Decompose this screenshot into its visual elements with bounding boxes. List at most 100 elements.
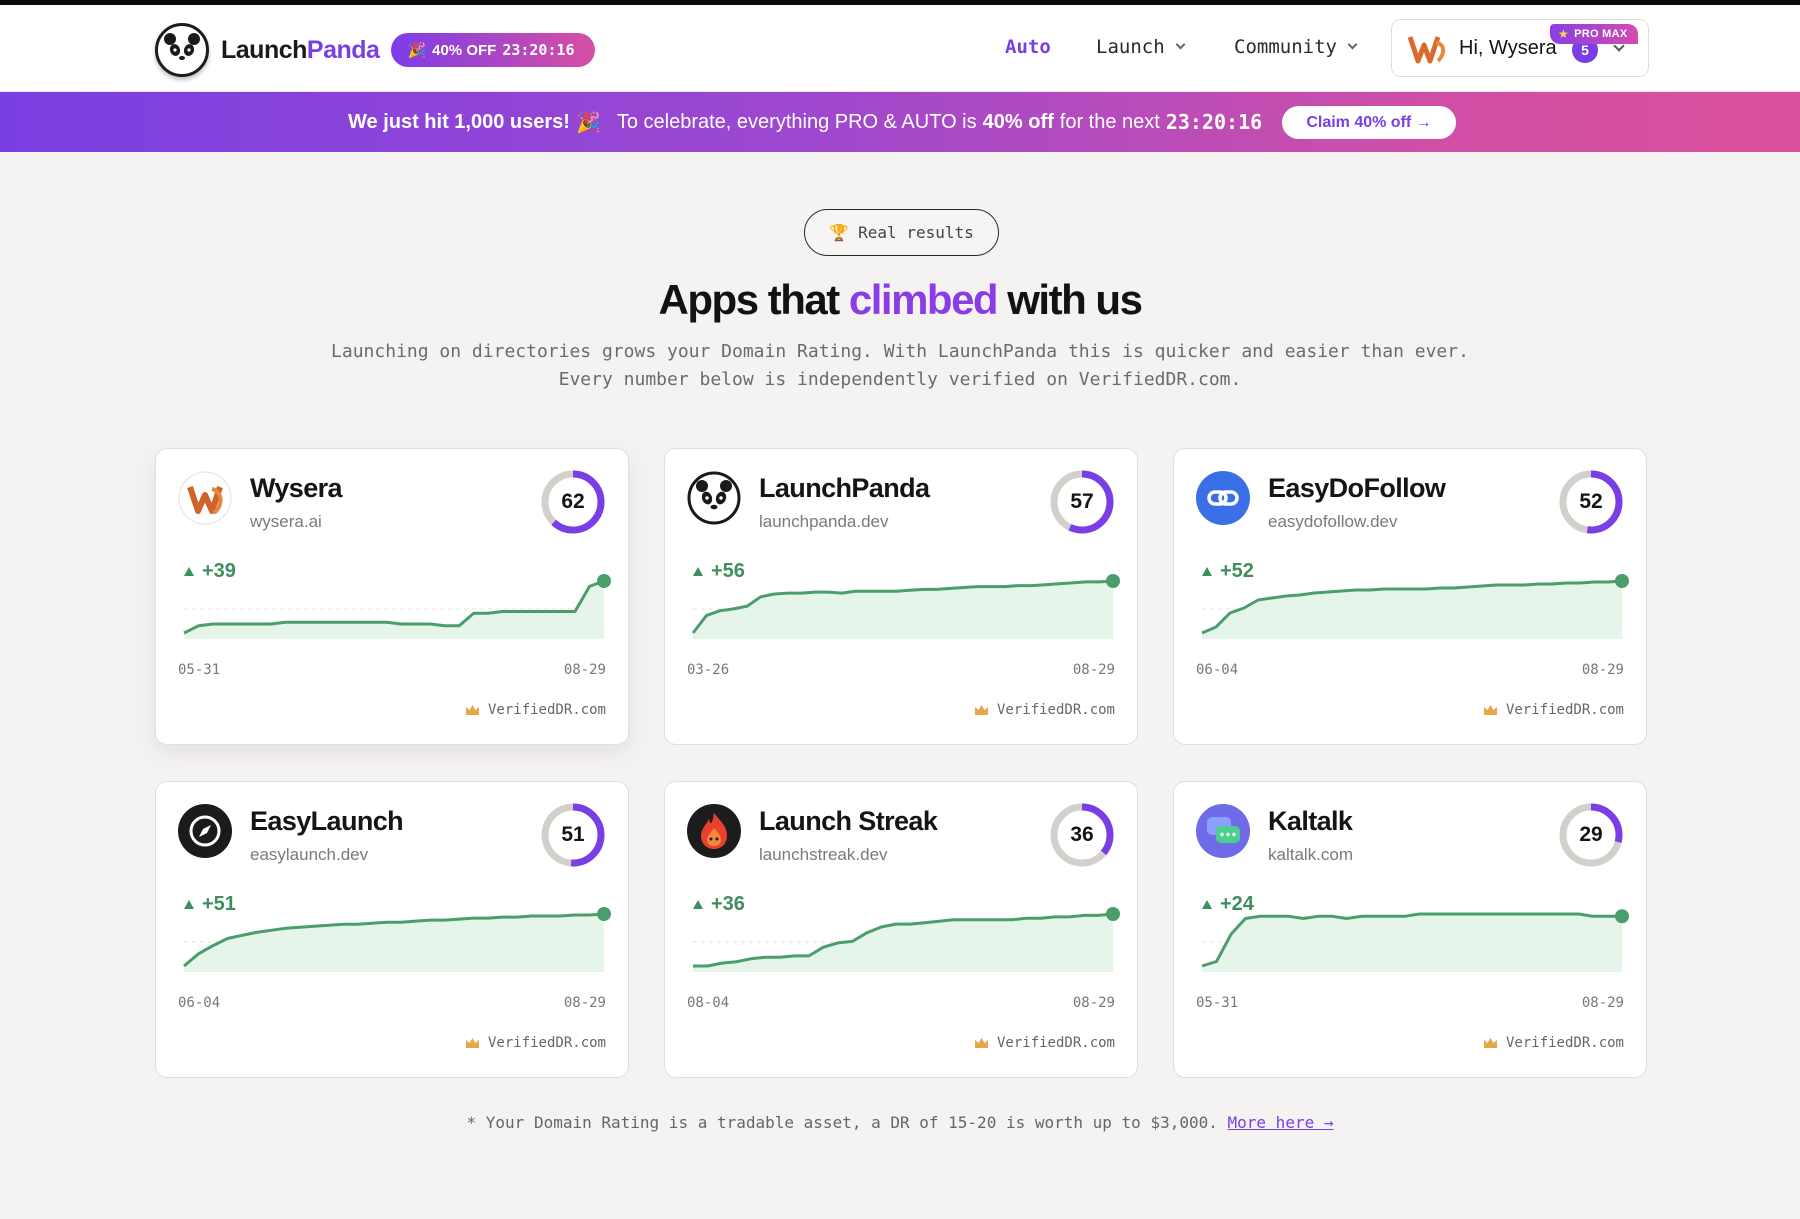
link-logo-icon (1196, 471, 1250, 525)
dr-gain-value: +39 (202, 560, 236, 582)
sparkline-end-point (597, 574, 611, 588)
verified-label: VerifiedDR.com (1505, 1035, 1624, 1051)
chevron-down-icon (1175, 39, 1186, 50)
verified-link[interactable]: VerifiedDR.com (465, 1035, 606, 1051)
app-card[interactable]: Wysera wysera.ai 62 +39 05-31 08-29 VerifiedDR… (155, 448, 629, 745)
panda-logo-icon (687, 471, 741, 525)
verified-label: VerifiedDR.com (996, 702, 1115, 718)
nav-auto[interactable]: Auto (1005, 36, 1051, 58)
dr-gain: +24 (1202, 893, 1254, 916)
sparkline-line (691, 579, 1114, 634)
app-domain[interactable]: kaltalk.com (1268, 845, 1354, 864)
section-subtitle-1: Launching on directories grows your Doma… (331, 341, 1469, 362)
start-date: 06-04 (178, 995, 221, 1011)
nav-community[interactable]: Community (1234, 36, 1358, 58)
arrow-up-icon (693, 567, 703, 576)
dr-sparkline (1201, 909, 1629, 972)
start-date: 08-04 (687, 995, 730, 1011)
domain-rating-ring (1559, 803, 1623, 867)
arrow-up-icon (693, 900, 703, 909)
app-card[interactable]: Launch Streak launchstreak.dev 36 +36 08-04 0… (664, 781, 1138, 1078)
deal-timer: 23:20:16 (502, 41, 575, 59)
app-name: Launch Streak (759, 806, 938, 836)
deal-badge[interactable]: 🎉 40% OFF 23:20:16 (391, 33, 595, 67)
app-card[interactable]: EasyDoFollow easydofollow.dev 52 +52 06-04 08… (1173, 448, 1647, 745)
app-card[interactable]: LaunchPanda launchpanda.dev 57 +56 03-26 08-2… (664, 448, 1138, 745)
sparkline-end-point (1615, 909, 1629, 924)
claim-discount-label: Claim 40% off → (1306, 113, 1432, 131)
domain-rating-ring (1559, 470, 1623, 534)
real-results-pill: 🏆 Real results (804, 209, 999, 256)
start-date: 05-31 (178, 662, 221, 678)
domain-rating-ring (541, 803, 605, 867)
domain-rating-ring (1050, 803, 1114, 867)
dr-gain: +39 (184, 560, 236, 583)
chat-logo-icon (1196, 804, 1250, 858)
dr-sparkline (693, 907, 1120, 972)
brand-prefix: Launch (221, 35, 307, 64)
domain-rating-ring (1050, 470, 1114, 534)
star-icon: ★ (1558, 27, 1570, 41)
app-domain[interactable]: wysera.ai (250, 512, 322, 531)
app-card[interactable]: EasyLaunch easylaunch.dev 51 +51 06-04 08-29 V… (155, 781, 629, 1078)
start-date: 03-26 (687, 662, 730, 678)
nav-launch[interactable]: Launch (1096, 36, 1186, 58)
wysera-logo-icon (178, 471, 232, 525)
app-domain[interactable]: easylaunch.dev (250, 845, 369, 864)
brand-suffix: Panda (306, 35, 380, 64)
plan-badge-label: PRO MAX (1574, 28, 1628, 40)
brand-name: LaunchPanda (221, 35, 380, 65)
end-date: 08-29 (1581, 662, 1624, 678)
app-domain[interactable]: easydofollow.dev (1268, 512, 1398, 531)
sparkline-area (1202, 914, 1622, 972)
sparkline-end-point (1106, 907, 1120, 921)
verified-link[interactable]: VerifiedDR.com (465, 702, 606, 718)
verified-link[interactable]: VerifiedDR.com (974, 1035, 1115, 1051)
verified-link[interactable]: VerifiedDR.com (1483, 702, 1624, 718)
dr-gain: +51 (184, 893, 236, 916)
more-here-link[interactable]: More here → (1227, 1113, 1334, 1132)
deal-label: 40% OFF (432, 41, 497, 59)
footnote-text: * Your Domain Rating is a tradable asset… (466, 1113, 1218, 1132)
dr-gain-value: +51 (202, 893, 236, 915)
logo-link[interactable]: LaunchPanda 🎉 40% OFF 23:20:16 (155, 23, 595, 77)
crown-icon (1483, 705, 1497, 715)
app-name: Kaltalk (1268, 806, 1353, 836)
chevron-down-icon (1347, 39, 1358, 50)
dr-gain: +36 (693, 893, 745, 916)
claim-discount-button[interactable]: Claim 40% off → (1282, 106, 1456, 139)
crown-icon (465, 705, 479, 715)
section-subtitle-2: Every number below is independently veri… (558, 369, 1242, 390)
arrow-up-icon (1202, 567, 1212, 576)
title-part-1: Apps that (658, 276, 841, 323)
domain-rating-value: 52 (1579, 490, 1603, 513)
sparkline-line (693, 912, 1114, 968)
party-icon: 🎉 (407, 42, 427, 59)
end-date: 08-29 (1072, 995, 1115, 1011)
verified-link[interactable]: VerifiedDR.com (974, 702, 1115, 718)
domain-rating-value: 62 (561, 490, 585, 513)
arrow-up-icon (1202, 900, 1212, 909)
dr-gain: +56 (693, 560, 745, 583)
title-part-2: with us (1007, 276, 1143, 323)
end-date: 08-29 (1581, 995, 1624, 1011)
crown-icon (974, 1038, 988, 1048)
verified-link[interactable]: VerifiedDR.com (1483, 1035, 1624, 1051)
crown-icon (1483, 1038, 1497, 1048)
sparkline-end-point (597, 907, 611, 921)
nav-auto-label: Auto (1005, 36, 1051, 58)
app-name: EasyLaunch (250, 806, 404, 836)
compass-logo-icon (178, 804, 232, 858)
app-domain[interactable]: launchpanda.dev (759, 512, 889, 531)
dr-gain-value: +24 (1220, 893, 1254, 915)
top-edge (0, 0, 1800, 5)
sparkline-area (693, 914, 1113, 972)
user-greeting: Hi, Wysera (1459, 37, 1557, 59)
verified-label: VerifiedDR.com (487, 702, 606, 718)
app-card[interactable]: Kaltalk kaltalk.com 29 +24 05-31 08-29 Verifie… (1173, 781, 1647, 1078)
end-date: 08-29 (563, 662, 606, 678)
verified-label: VerifiedDR.com (1505, 702, 1624, 718)
start-date: 06-04 (1196, 662, 1239, 678)
trophy-icon: 🏆 (829, 223, 850, 242)
app-domain[interactable]: launchstreak.dev (759, 845, 888, 864)
